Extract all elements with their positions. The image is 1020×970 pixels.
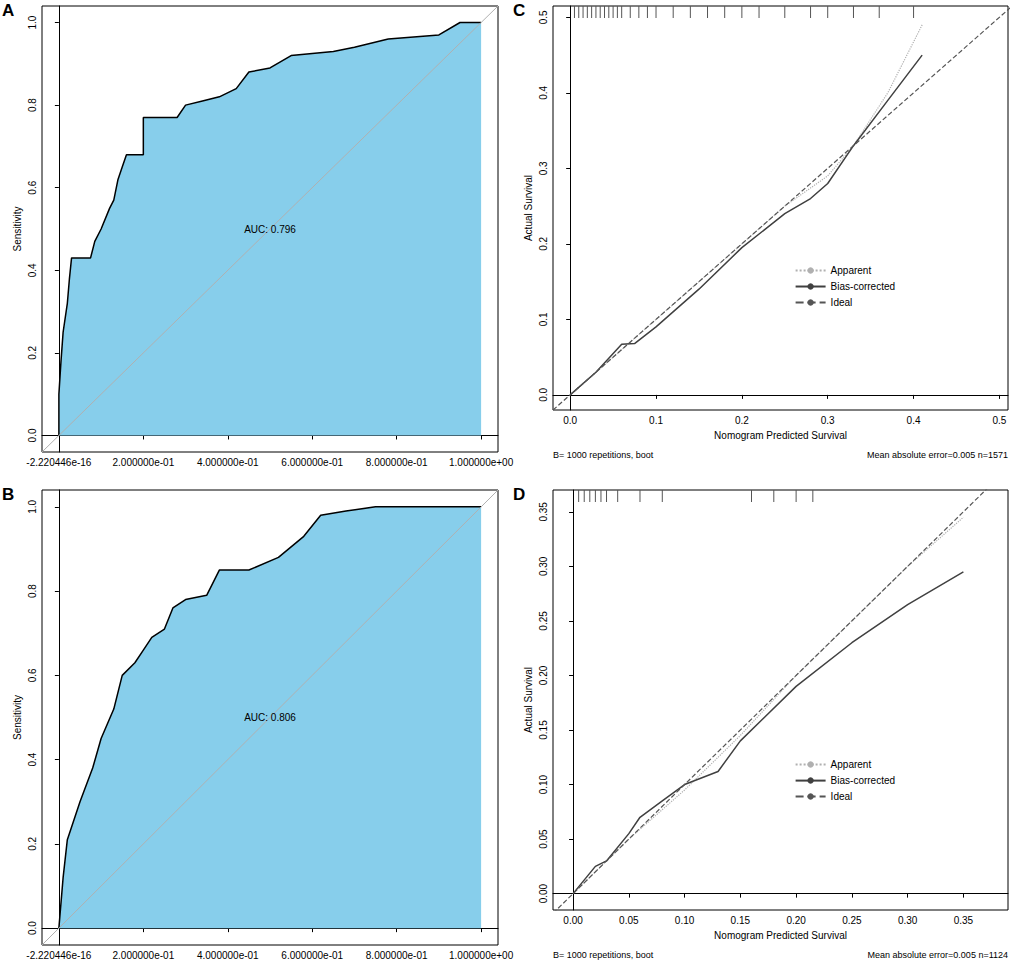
svg-text:0.35: 0.35 (954, 915, 974, 926)
svg-text:Ideal: Ideal (831, 297, 853, 308)
svg-text:0.0: 0.0 (27, 428, 38, 442)
svg-text:8.000000e-01: 8.000000e-01 (366, 457, 428, 468)
svg-text:0.4: 0.4 (27, 752, 38, 766)
svg-text:6.000000e-01: 6.000000e-01 (281, 950, 343, 961)
svg-text:Apparent: Apparent (831, 265, 872, 276)
svg-text:Sensitivity: Sensitivity (12, 206, 23, 251)
svg-text:0.5: 0.5 (992, 415, 1006, 426)
svg-text:0.25: 0.25 (842, 915, 862, 926)
svg-text:8.000000e-01: 8.000000e-01 (366, 950, 428, 961)
svg-text:Nomogram Predicted Survival: Nomogram Predicted Survival (714, 430, 847, 441)
svg-text:1.000000e+00: 1.000000e+00 (449, 457, 514, 468)
svg-text:B= 1000 repetitions, boot: B= 1000 repetitions, boot (553, 450, 654, 460)
svg-text:0.2: 0.2 (27, 346, 38, 360)
svg-text:0.4: 0.4 (538, 85, 549, 99)
svg-text:-2.220446e-16: -2.220446e-16 (26, 457, 91, 468)
svg-text:0.1: 0.1 (649, 415, 663, 426)
svg-text:0.2: 0.2 (538, 236, 549, 250)
svg-text:AUC: 0.806: AUC: 0.806 (244, 712, 296, 723)
svg-text:0.10: 0.10 (675, 915, 695, 926)
svg-text:0.0: 0.0 (27, 921, 38, 935)
svg-text:2.000000e-01: 2.000000e-01 (112, 457, 174, 468)
svg-text:0.2: 0.2 (27, 837, 38, 851)
svg-text:0.4: 0.4 (907, 415, 921, 426)
svg-text:0.5: 0.5 (538, 10, 549, 24)
svg-text:0.30: 0.30 (538, 556, 549, 576)
svg-text:0.35: 0.35 (538, 502, 549, 522)
svg-text:0.3: 0.3 (538, 161, 549, 175)
svg-text:Actual Survival: Actual Survival (523, 175, 534, 241)
svg-text:Actual Survival: Actual Survival (523, 667, 534, 733)
svg-text:B: B (2, 485, 14, 504)
svg-text:0.10: 0.10 (538, 774, 549, 794)
svg-text:0.8: 0.8 (27, 584, 38, 598)
svg-text:Nomogram Predicted Survival: Nomogram Predicted Survival (714, 930, 847, 941)
svg-text:Apparent: Apparent (831, 759, 872, 770)
svg-text:1.000000e+00: 1.000000e+00 (449, 950, 514, 961)
svg-text:D: D (513, 485, 525, 504)
svg-text:Bias-corrected: Bias-corrected (831, 281, 895, 292)
svg-text:6.000000e-01: 6.000000e-01 (281, 457, 343, 468)
svg-text:0.8: 0.8 (27, 98, 38, 112)
svg-text:Ideal: Ideal (831, 791, 853, 802)
svg-text:AUC: 0.796: AUC: 0.796 (244, 224, 296, 235)
svg-text:Mean absolute error=0.005 n=11: Mean absolute error=0.005 n=1124 (868, 950, 1008, 960)
svg-text:Sensitivity: Sensitivity (12, 695, 23, 740)
svg-text:Mean absolute error=0.005 n=15: Mean absolute error=0.005 n=1571 (867, 450, 1008, 460)
svg-text:1.0: 1.0 (27, 499, 38, 513)
svg-text:0.30: 0.30 (898, 915, 918, 926)
svg-text:4.000000e-01: 4.000000e-01 (197, 457, 259, 468)
svg-text:C: C (513, 1, 525, 20)
svg-text:0.05: 0.05 (538, 829, 549, 849)
svg-text:A: A (2, 1, 14, 20)
svg-text:0.3: 0.3 (821, 415, 835, 426)
svg-text:0.1: 0.1 (538, 312, 549, 326)
svg-text:0.0: 0.0 (563, 415, 577, 426)
svg-text:0.0: 0.0 (538, 388, 549, 402)
svg-text:0.15: 0.15 (731, 915, 751, 926)
svg-text:-2.220446e-16: -2.220446e-16 (26, 950, 91, 961)
svg-text:0.6: 0.6 (27, 180, 38, 194)
svg-text:0.6: 0.6 (27, 668, 38, 682)
svg-text:B= 1000 repetitions, boot: B= 1000 repetitions, boot (553, 950, 654, 960)
svg-text:0.25: 0.25 (538, 611, 549, 631)
svg-text:0.05: 0.05 (619, 915, 639, 926)
svg-text:0.4: 0.4 (27, 263, 38, 277)
svg-text:4.000000e-01: 4.000000e-01 (197, 950, 259, 961)
svg-text:2.000000e-01: 2.000000e-01 (112, 950, 174, 961)
svg-text:Bias-corrected: Bias-corrected (831, 775, 895, 786)
svg-text:0.20: 0.20 (538, 665, 549, 685)
svg-text:0.20: 0.20 (786, 915, 806, 926)
svg-text:0.2: 0.2 (735, 415, 749, 426)
svg-text:0.15: 0.15 (538, 720, 549, 740)
svg-text:1.0: 1.0 (27, 15, 38, 29)
svg-text:0.00: 0.00 (563, 915, 583, 926)
svg-text:0.00: 0.00 (538, 883, 549, 903)
